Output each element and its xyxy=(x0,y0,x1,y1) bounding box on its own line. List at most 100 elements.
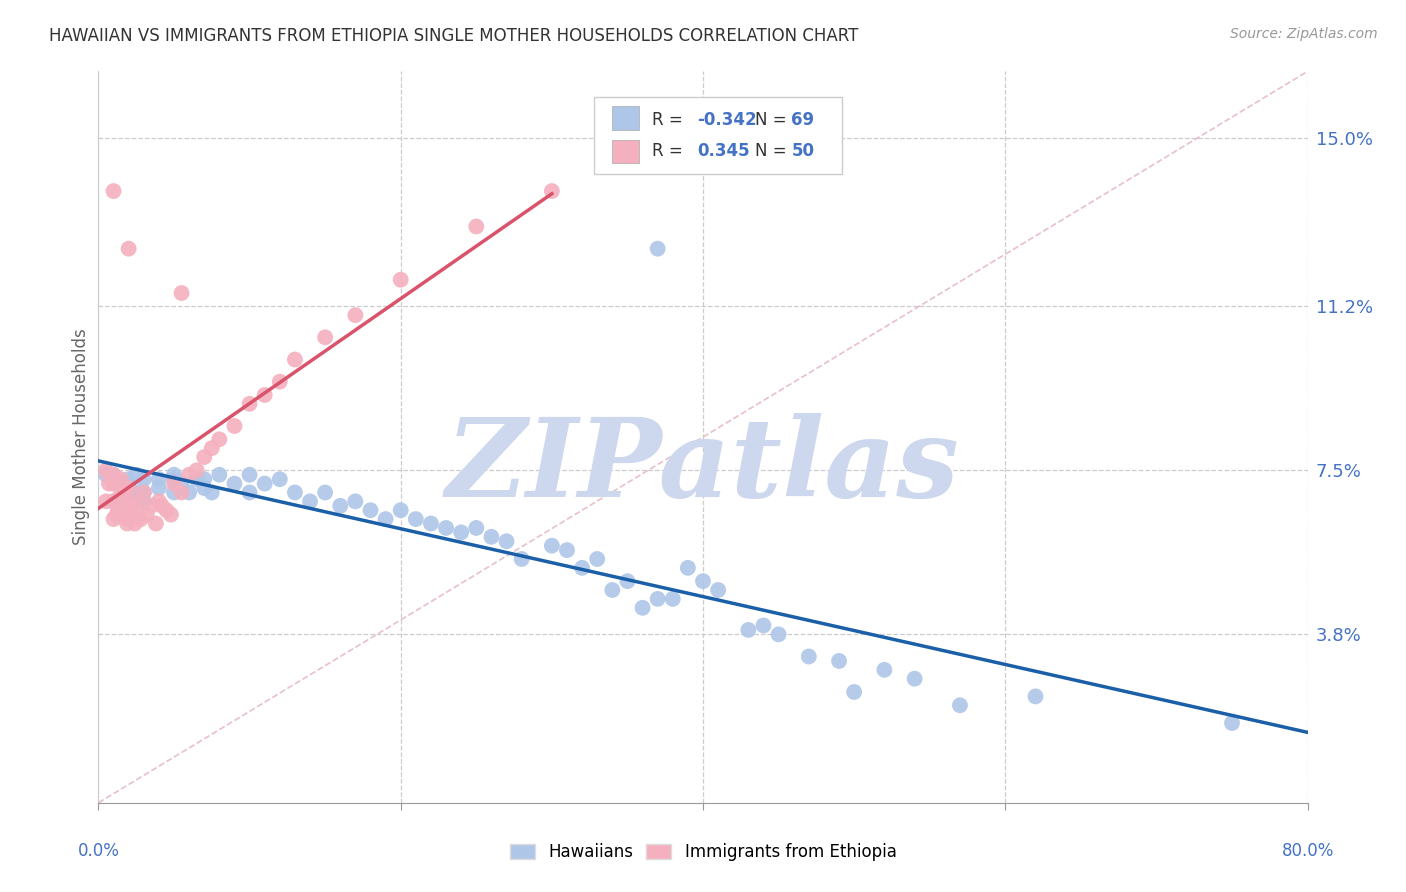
Point xyxy=(163,467,186,482)
Point xyxy=(314,330,336,344)
Text: 50: 50 xyxy=(792,142,814,160)
Point xyxy=(284,352,307,367)
Point xyxy=(129,512,152,526)
Text: 0.345: 0.345 xyxy=(697,142,749,160)
Point xyxy=(127,494,149,508)
Point xyxy=(571,561,593,575)
Point xyxy=(105,508,128,522)
Point xyxy=(108,494,131,508)
Point xyxy=(145,516,167,531)
Point xyxy=(465,219,488,234)
Point xyxy=(148,472,170,486)
Point xyxy=(707,582,730,597)
Point xyxy=(540,184,562,198)
Point xyxy=(389,273,412,287)
Point xyxy=(239,397,262,411)
Point xyxy=(344,308,367,322)
Point xyxy=(111,503,134,517)
Point xyxy=(269,472,291,486)
Point xyxy=(94,467,117,482)
Point xyxy=(201,441,224,455)
Point xyxy=(193,450,215,464)
Point xyxy=(201,485,224,500)
Text: 0.0%: 0.0% xyxy=(77,842,120,860)
Point xyxy=(170,485,193,500)
Point xyxy=(329,499,352,513)
Point xyxy=(797,649,820,664)
Point xyxy=(103,467,125,482)
Point xyxy=(828,654,851,668)
Point xyxy=(481,530,503,544)
Point xyxy=(170,285,193,300)
Y-axis label: Single Mother Households: Single Mother Households xyxy=(72,329,90,545)
Point xyxy=(186,463,208,477)
Text: -0.342: -0.342 xyxy=(697,112,756,129)
Point xyxy=(132,472,155,486)
Point xyxy=(110,476,132,491)
Point xyxy=(495,534,517,549)
Point xyxy=(103,494,125,508)
Legend: Hawaiians, Immigrants from Ethiopia: Hawaiians, Immigrants from Ethiopia xyxy=(503,837,903,868)
Point xyxy=(1220,716,1243,731)
Point xyxy=(239,467,262,482)
Point xyxy=(193,472,215,486)
Point xyxy=(269,375,291,389)
Point xyxy=(94,494,117,508)
Point xyxy=(208,467,231,482)
Point xyxy=(540,539,562,553)
Point xyxy=(148,494,170,508)
Text: ZIPatlas: ZIPatlas xyxy=(446,413,960,520)
Point xyxy=(631,600,654,615)
Point xyxy=(118,476,141,491)
Point xyxy=(110,508,132,522)
Point xyxy=(155,503,177,517)
Point xyxy=(555,543,578,558)
Point xyxy=(949,698,972,713)
Point xyxy=(602,582,624,597)
Point xyxy=(132,494,155,508)
Point xyxy=(299,494,322,508)
Point xyxy=(118,472,141,486)
Point xyxy=(110,494,132,508)
Text: 80.0%: 80.0% xyxy=(1281,842,1334,860)
Point xyxy=(253,476,276,491)
Point xyxy=(150,499,173,513)
Point xyxy=(118,499,141,513)
Point xyxy=(465,521,488,535)
Point xyxy=(115,516,138,531)
FancyBboxPatch shape xyxy=(613,106,638,130)
Text: N =: N = xyxy=(755,142,792,160)
Point xyxy=(163,472,186,486)
Point xyxy=(904,672,927,686)
Point xyxy=(253,388,276,402)
Point xyxy=(450,525,472,540)
Point xyxy=(118,481,141,495)
Text: R =: R = xyxy=(652,142,693,160)
Point xyxy=(141,499,163,513)
Point xyxy=(98,476,121,491)
Point xyxy=(737,623,759,637)
Point xyxy=(103,184,125,198)
Point xyxy=(844,685,866,699)
Point xyxy=(647,242,669,256)
Point xyxy=(647,591,669,606)
Point xyxy=(676,561,699,575)
Point xyxy=(179,467,201,482)
Point xyxy=(616,574,638,589)
Point xyxy=(103,467,125,482)
Point xyxy=(160,508,183,522)
Point xyxy=(118,485,141,500)
Point xyxy=(420,516,443,531)
Point xyxy=(193,481,215,495)
FancyBboxPatch shape xyxy=(595,97,842,174)
Point xyxy=(752,618,775,632)
Text: 69: 69 xyxy=(792,112,814,129)
Point xyxy=(170,476,193,491)
Text: HAWAIIAN VS IMMIGRANTS FROM ETHIOPIA SINGLE MOTHER HOUSEHOLDS CORRELATION CHART: HAWAIIAN VS IMMIGRANTS FROM ETHIOPIA SIN… xyxy=(49,27,859,45)
Point xyxy=(586,552,609,566)
Point xyxy=(118,242,141,256)
Point xyxy=(405,512,427,526)
Point xyxy=(768,627,790,641)
Point xyxy=(224,476,246,491)
Point xyxy=(692,574,714,589)
